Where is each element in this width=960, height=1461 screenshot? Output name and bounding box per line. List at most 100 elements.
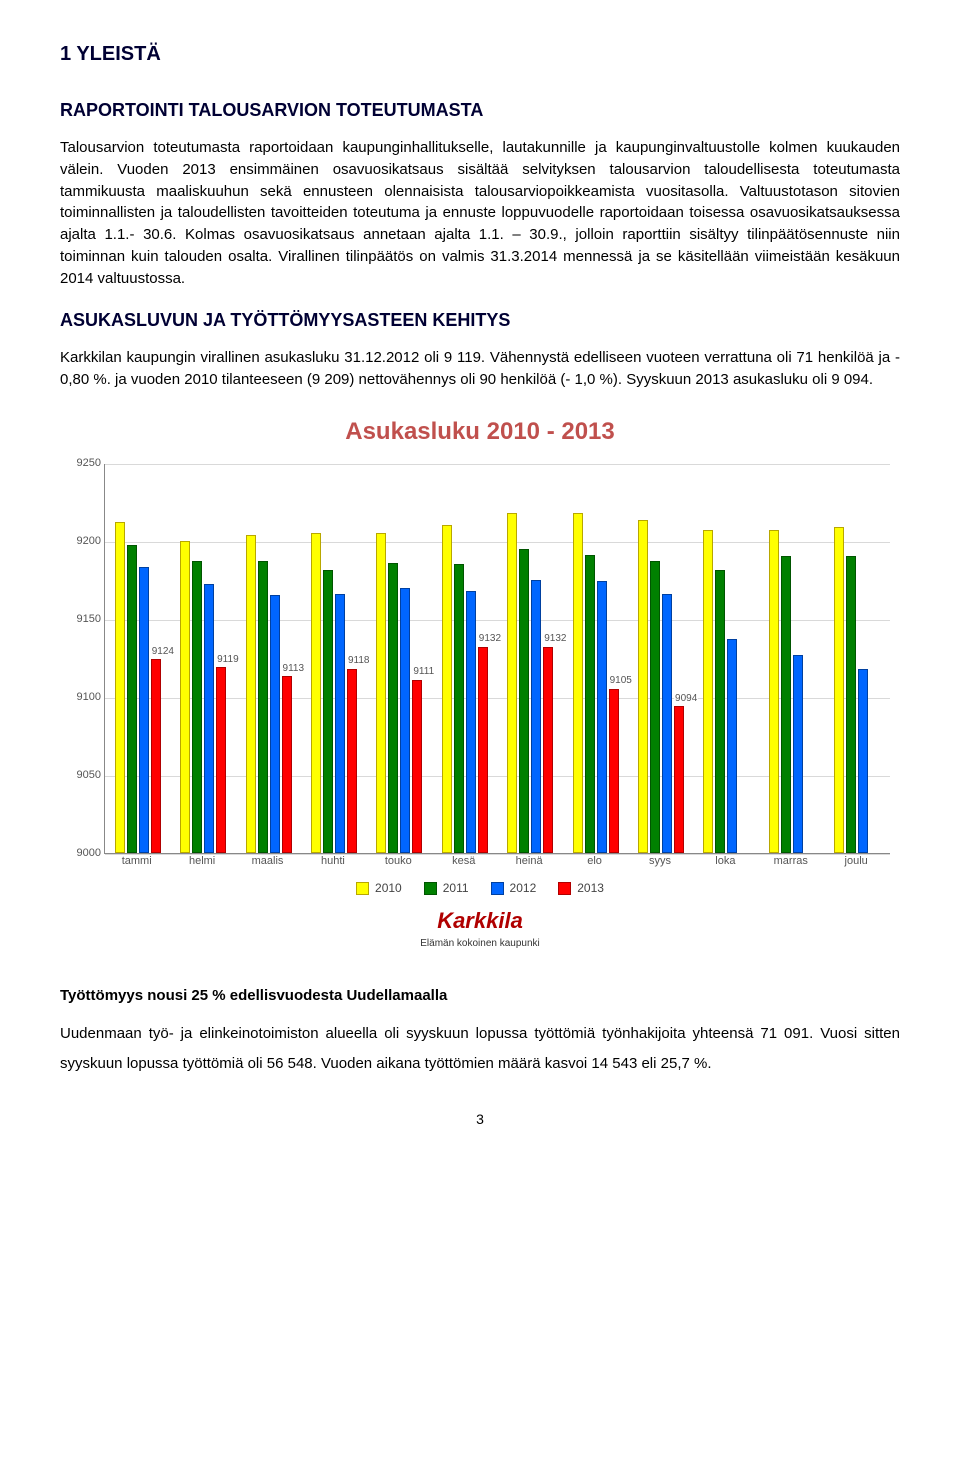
chart-bar — [543, 647, 553, 853]
chart-bar — [715, 570, 725, 852]
chart-xtick-label: touko — [366, 854, 431, 870]
chart-month-group: 9118 — [311, 464, 357, 853]
chart-bar — [846, 556, 856, 852]
chart-month-group: 9105 — [573, 464, 619, 853]
chart-bar-label: 9113 — [282, 662, 306, 677]
chart-plot-area: 900090509100915092009250 912491199113911… — [104, 464, 890, 854]
chart-bar-label: 9094 — [674, 692, 698, 707]
chart-bar — [609, 689, 619, 853]
chart-month-group: 9132 — [442, 464, 488, 853]
chart-legend-item: 2011 — [424, 880, 469, 897]
chart-bar — [674, 706, 684, 853]
chart-bar — [531, 580, 541, 853]
chart-bar-label: 9111 — [412, 665, 435, 680]
chart-xtick-label: huhti — [300, 854, 365, 870]
chart-bar — [573, 513, 583, 853]
chart-month-group: 9111 — [376, 464, 422, 853]
chart-ytick-label: 9050 — [63, 768, 101, 784]
chart-month-group — [769, 464, 815, 853]
chart-bar — [781, 556, 791, 852]
chart-xtick-label: joulu — [823, 854, 888, 870]
chart-month-group: 9124 — [115, 464, 161, 853]
chart-legend-item: 2010 — [356, 880, 402, 897]
heading-population: ASUKASLUVUN JA TYÖTTÖMYYSASTEEN KEHITYS — [60, 307, 900, 333]
chart-bar — [127, 545, 137, 852]
chart-month-group: 9094 — [638, 464, 684, 853]
chart-bar — [466, 591, 476, 853]
chart-bar — [192, 561, 202, 853]
chart-gridline — [105, 854, 890, 855]
chart-xtick-label: helmi — [169, 854, 234, 870]
chart-legend-swatch — [558, 882, 571, 895]
chart-ytick-label: 9250 — [63, 456, 101, 472]
brand-tagline: Elämän kokoinen kaupunki — [64, 937, 896, 952]
chart-bar — [282, 676, 292, 852]
chart-legend-label: 2010 — [375, 880, 402, 897]
chart-bar — [246, 535, 256, 853]
chart-bar — [662, 594, 672, 853]
chart-bar-label: 9132 — [478, 632, 502, 647]
chart-bar — [454, 564, 464, 853]
population-chart: Asukasluku 2010 - 2013 90009050910091509… — [60, 411, 900, 956]
chart-bar — [597, 581, 607, 852]
chart-bar — [139, 567, 149, 852]
chart-bar-label: 9124 — [151, 645, 175, 660]
chart-bar — [204, 584, 214, 852]
chart-bar-label: 9118 — [347, 654, 371, 669]
chart-bar — [703, 530, 713, 853]
chart-legend-swatch — [356, 882, 369, 895]
chart-bar — [151, 659, 161, 852]
chart-bar — [258, 561, 268, 853]
chart-bar — [180, 541, 190, 853]
chart-month-group: 9132 — [507, 464, 553, 853]
chart-month-group — [703, 464, 749, 853]
chart-legend-swatch — [424, 882, 437, 895]
chart-bar — [638, 520, 648, 852]
chart-bar — [412, 680, 422, 853]
chart-bar — [347, 669, 357, 853]
chart-bar-label: 9132 — [543, 632, 567, 647]
chart-ytick-label: 9150 — [63, 612, 101, 628]
chart-legend-swatch — [491, 882, 504, 895]
chart-xtick-label: heinä — [496, 854, 561, 870]
chart-legend-item: 2013 — [558, 880, 604, 897]
chart-month-group: 9119 — [180, 464, 226, 853]
chart-bar — [216, 667, 226, 853]
chart-bar — [507, 513, 517, 853]
chart-legend-label: 2011 — [443, 880, 469, 897]
chart-bar — [323, 570, 333, 852]
chart-bar — [115, 522, 125, 853]
chart-bar-label: 9105 — [609, 674, 633, 689]
chart-legend-item: 2012 — [491, 880, 537, 897]
paragraph-unemployment: Uudenmaan työ- ja elinkeinotoimiston alu… — [60, 1019, 900, 1079]
chart-xtick-label: elo — [562, 854, 627, 870]
chart-bar — [793, 655, 803, 853]
chart-bar — [478, 647, 488, 853]
chart-xtick-label: syys — [627, 854, 692, 870]
chart-bar — [834, 527, 844, 853]
chart-bar — [769, 530, 779, 853]
chart-xtick-label: maalis — [235, 854, 300, 870]
chart-bar — [311, 533, 321, 853]
chart-bar — [335, 594, 345, 853]
brand-block: Karkkila Elämän kokoinen kaupunki — [64, 905, 896, 951]
chart-xtick-label: kesä — [431, 854, 496, 870]
chart-ytick-label: 9100 — [63, 690, 101, 706]
chart-x-axis: tammihelmimaalishuhtitoukokesäheinäelosy… — [104, 854, 896, 870]
chart-month-group: 9113 — [246, 464, 292, 853]
chart-bar-label: 9119 — [216, 653, 240, 668]
chart-legend-label: 2013 — [577, 880, 604, 897]
chart-xtick-label: loka — [693, 854, 758, 870]
chart-xtick-label: tammi — [104, 854, 169, 870]
section-number-title: 1 YLEISTÄ — [60, 40, 900, 69]
chart-title: Asukasluku 2010 - 2013 — [64, 415, 896, 450]
chart-legend: 2010 2011 2012 2013 — [64, 880, 896, 897]
chart-bar — [519, 549, 529, 853]
heading-reporting: RAPORTOINTI TALOUSARVION TOTEUTUMASTA — [60, 97, 900, 123]
chart-legend-label: 2012 — [510, 880, 537, 897]
chart-bar — [585, 555, 595, 853]
paragraph-population: Karkkilan kaupungin virallinen asukasluk… — [60, 347, 900, 391]
chart-ytick-label: 9200 — [63, 534, 101, 550]
chart-bar — [727, 639, 737, 853]
chart-bar — [442, 525, 452, 853]
